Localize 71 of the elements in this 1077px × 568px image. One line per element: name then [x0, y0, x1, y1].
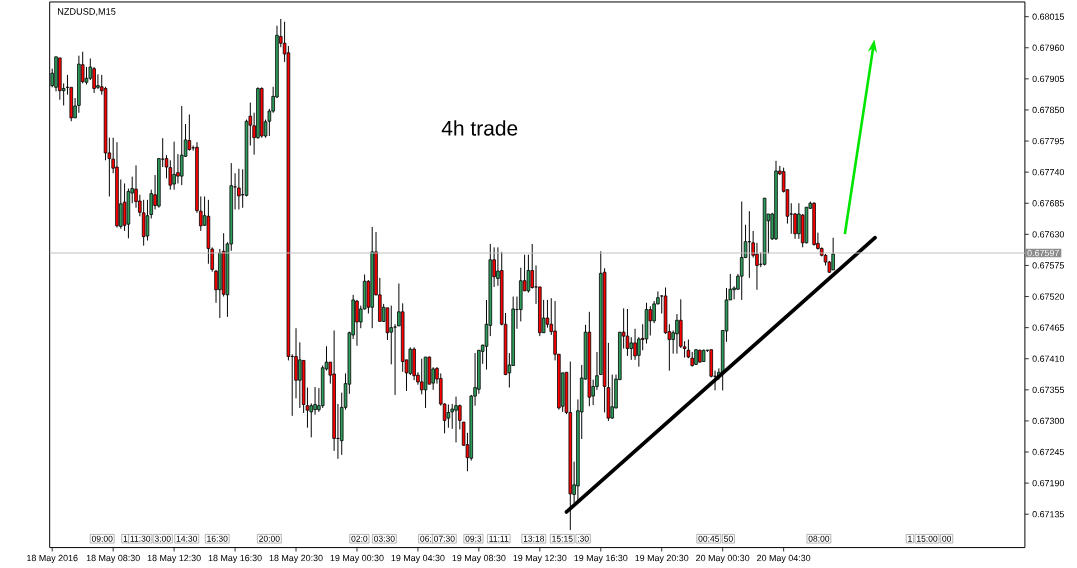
annotation: 11:11 — [489, 535, 509, 542]
y-tick-label: 0.67575 — [1032, 262, 1064, 269]
annotation: 08:00 — [808, 535, 830, 542]
x-tick-label: 18 May 16:30 — [208, 554, 262, 563]
x-tick-label: 19 May 00:30 — [330, 554, 384, 563]
x-tick-label: 20 May 04:30 — [757, 554, 811, 563]
x-tick-label: 19 May 16:30 — [574, 554, 628, 563]
candlestick — [446, 403, 451, 429]
y-tick-label: 0.67410 — [1032, 355, 1065, 362]
candlestick — [298, 341, 302, 409]
text: NZDUSD,M15 — [58, 8, 116, 16]
annotation: 50 — [724, 535, 733, 542]
y-tick-label: 0.67520 — [1032, 293, 1065, 300]
y-tick-label: 0.67300 — [1032, 417, 1065, 424]
candlestick — [610, 373, 614, 420]
annotation: 1 — [123, 535, 128, 542]
candlestick — [355, 299, 359, 347]
annotation: 4h trade — [441, 120, 518, 136]
y-tick-label: 0.67245 — [1032, 448, 1064, 456]
y-tick-label: 0.67190 — [1032, 479, 1065, 487]
annotation: 16:30 — [207, 535, 228, 542]
annotation: 11:30 — [130, 535, 151, 542]
annotation: 1 — [908, 535, 912, 542]
ref-line-label: 0.67597 — [1027, 249, 1059, 257]
annotation: 03:30 — [374, 535, 395, 542]
candlestick — [141, 199, 146, 247]
candlestick — [179, 105, 184, 186]
candlestick — [545, 299, 550, 329]
annotation: 07:30 — [434, 535, 455, 542]
x-tick-label: 18 May 08:30 — [86, 554, 140, 563]
annotation: 00 — [942, 535, 952, 542]
annotation: 09:3 — [465, 535, 482, 542]
annotation: 20:00 — [259, 535, 280, 542]
candlestick — [675, 313, 679, 355]
y-tick-label: 0.67740 — [1032, 168, 1065, 176]
annotation: :30 — [577, 535, 589, 542]
candlestick — [648, 305, 653, 336]
candlestick — [625, 308, 630, 357]
annotation: 09:00 — [91, 535, 113, 542]
y-tick-label: 0.67355 — [1032, 386, 1064, 393]
y-tick-label: 0.67135 — [1032, 510, 1064, 518]
x-tick-label: 20 May 00:30 — [696, 554, 750, 563]
y-tick-label: 0.67960 — [1032, 44, 1065, 51]
annotation: 3:00 — [154, 535, 171, 542]
y-tick-label: 0.67465 — [1032, 324, 1064, 331]
annotation: 00:45 — [698, 535, 720, 542]
y-tick-label: 0.67795 — [1032, 137, 1064, 145]
candlestick — [629, 336, 634, 361]
y-tick-label: 0.67630 — [1032, 231, 1065, 238]
x-tick-label: 19 May 08:30 — [452, 554, 506, 563]
x-tick-label: 18 May 2016 — [27, 554, 78, 563]
annotation: 06: — [420, 535, 431, 542]
annotation: 14:30 — [176, 535, 198, 542]
candlestick — [526, 254, 531, 293]
annotation: 02:0 — [351, 535, 368, 542]
annotation: 15:15 — [552, 535, 573, 542]
x-tick-label: 18 May 12:30 — [147, 554, 201, 563]
candlestick — [237, 168, 241, 210]
candlestick — [454, 396, 458, 443]
x-tick-label: 19 May 04:30 — [391, 554, 445, 563]
candlestick — [797, 202, 801, 240]
y-tick-label: 0.68015 — [1032, 13, 1064, 20]
x-tick-label: 19 May 20:30 — [635, 554, 689, 563]
y-tick-label: 0.67685 — [1032, 199, 1064, 207]
x-tick-label: 18 May 20:30 — [269, 554, 323, 563]
y-tick-label: 0.67850 — [1032, 106, 1065, 113]
annotation: 15:00 — [917, 535, 938, 542]
annotation: 13:18 — [523, 535, 545, 542]
x-tick-label: 19 May 12:30 — [513, 554, 567, 563]
candlestick — [172, 141, 176, 191]
y-tick-label: 0.67905 — [1032, 75, 1064, 82]
